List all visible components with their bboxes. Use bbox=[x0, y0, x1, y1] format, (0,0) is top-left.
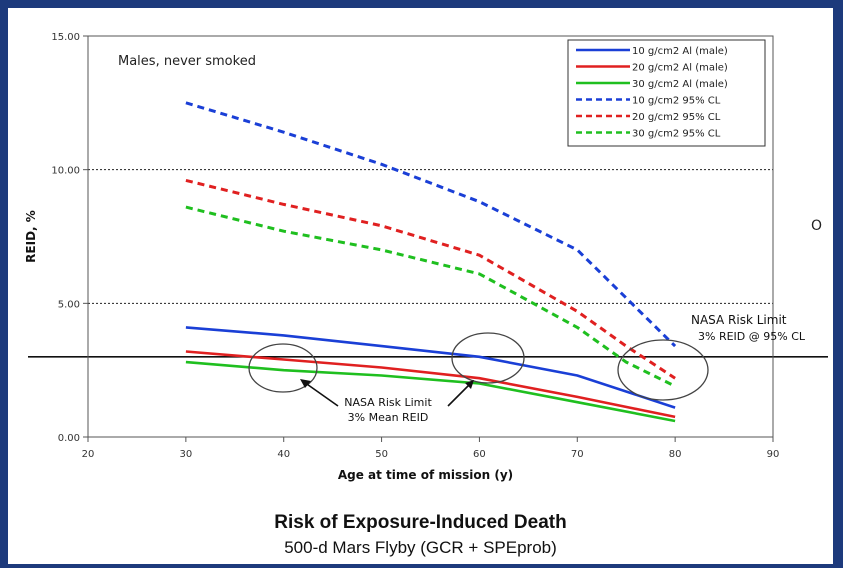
x-tick-label: 20 bbox=[82, 449, 95, 460]
legend-label-2: 20 g/cm2 Al (male) bbox=[632, 63, 728, 74]
y-tick-label: 10.00 bbox=[51, 166, 80, 177]
annotation-arrowhead-left bbox=[300, 379, 311, 388]
x-axis-label: Age at time of mission (y) bbox=[338, 468, 513, 482]
annotation-arrow-left bbox=[303, 381, 339, 407]
series-line-3 bbox=[185, 360, 676, 423]
legend-label-4: 10 g/cm2 95% CL bbox=[632, 96, 721, 107]
annotation-cl-sublabel: 3% REID @ 95% CL bbox=[698, 330, 806, 343]
series-line-4 bbox=[185, 101, 677, 348]
annotation-mean-sublabel: 3% Mean REID bbox=[348, 411, 429, 424]
annotation-arrow-right bbox=[447, 383, 471, 407]
y-axis-label: REID, % bbox=[24, 210, 38, 263]
x-tick-label: 50 bbox=[375, 449, 388, 460]
annotation-mean-label: NASA Risk Limit bbox=[344, 396, 432, 409]
y-tick-label: 0.00 bbox=[58, 433, 80, 444]
chart-subtitle: Males, never smoked bbox=[118, 54, 256, 69]
legend-label-3: 30 g/cm2 Al (male) bbox=[632, 79, 728, 90]
slide-panel: 0.00 5.00 10.00 15.00 20 30 40 50 60 70 80 90 Age at… bbox=[8, 8, 833, 564]
reid-chart: 0.00 5.00 10.00 15.00 20 30 40 50 60 70 80 90 Age at… bbox=[24, 32, 828, 482]
plot-frame bbox=[87, 35, 774, 438]
series-line-6 bbox=[185, 205, 676, 388]
legend-label-5: 20 g/cm2 95% CL bbox=[632, 112, 721, 123]
side-mark: O bbox=[811, 218, 823, 234]
series-line-5 bbox=[185, 178, 676, 380]
x-tick-label: 60 bbox=[473, 449, 486, 460]
y-tick-label: 5.00 bbox=[58, 299, 80, 310]
legend-label-6: 30 g/cm2 95% CL bbox=[632, 129, 721, 140]
series-line-1 bbox=[185, 326, 676, 409]
series-line-2 bbox=[185, 350, 676, 419]
highlight-ellipse-3 bbox=[617, 339, 709, 401]
caption-subtitle: 500-d Mars Flyby (GCR + SPEprob) bbox=[284, 538, 557, 557]
caption-title: Risk of Exposure-Induced Death bbox=[274, 512, 567, 533]
x-tick-label: 70 bbox=[571, 449, 584, 460]
legend-label-1: 10 g/cm2 Al (male) bbox=[632, 46, 728, 57]
annotation-arrowhead-right bbox=[465, 380, 474, 389]
x-tick-label: 90 bbox=[767, 449, 780, 460]
x-tick-label: 30 bbox=[179, 449, 192, 460]
highlight-ellipse-2 bbox=[451, 332, 525, 384]
x-tick-label: 80 bbox=[669, 449, 682, 460]
highlight-ellipse-1 bbox=[248, 343, 318, 393]
x-tick-label: 40 bbox=[277, 449, 290, 460]
y-tick-label: 15.00 bbox=[51, 32, 80, 43]
annotation-cl-label: NASA Risk Limit bbox=[691, 313, 787, 327]
legend-box bbox=[567, 39, 766, 147]
